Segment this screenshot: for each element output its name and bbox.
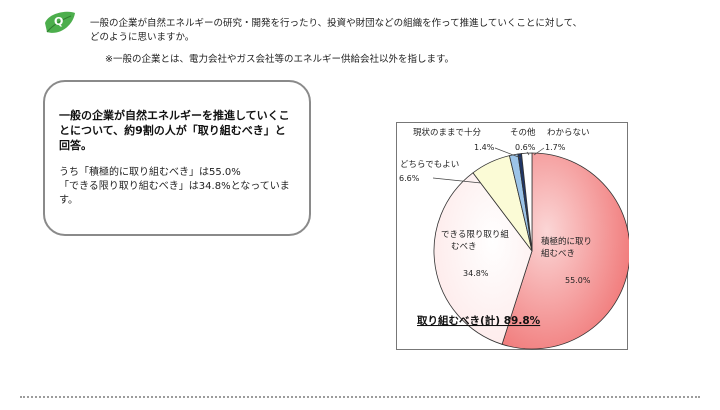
footer-dotted-rule — [20, 396, 700, 398]
label-either-is-fine: どちらでもよい — [400, 160, 459, 170]
label-proactive-line-1: 積極的に取り — [541, 236, 592, 247]
label-proactive-line-2: 組むべき — [541, 248, 575, 259]
leader-status-quo — [494, 147, 522, 159]
summary-detail-line-1: うち「積極的に取り組むべき」は55.0% — [59, 167, 241, 178]
value-label-proactive: 55.0% — [565, 276, 591, 285]
label-other: その他 — [510, 127, 536, 138]
question-line-2: どのように思いますか。 — [90, 32, 195, 43]
question-badge: Q — [43, 10, 77, 36]
slice-proactive — [501, 152, 629, 350]
leader-dont-know — [533, 147, 545, 156]
summary-detail-line-2: 「できる限り取り組むべき」は34.8%となっています。 — [59, 181, 290, 206]
question-badge-letter: Q — [54, 15, 64, 28]
value-label-dont-know: 1.7% — [545, 143, 566, 152]
leader-either-is-fine — [432, 177, 482, 184]
slice-dont-know — [521, 152, 533, 252]
value-label-either-is-fine: 6.6% — [399, 174, 420, 183]
annotation-total: 取り組むべき(計) 89.8% — [417, 314, 541, 327]
pie-chart: 積極的に取り組むべき 55.0% できる限り取り組むべき 34.8% どちらでもよい 6.… — [399, 127, 629, 350]
summary-box: 一般の企業が自然エネルギーを推進していくことについて、約9割の人が「取り組むべき… — [43, 80, 311, 236]
value-label-as-much-as-possible: 34.8% — [463, 269, 489, 278]
leaf-icon — [45, 11, 75, 33]
slice-as-much-as-possible — [433, 172, 533, 345]
label-dont-know: わからない — [547, 128, 590, 138]
leader-other — [526, 151, 530, 156]
pie-chart-frame: 積極的に取り 組むべき 55.0% できる限り取り組むべき 34.8% どちらでもよい 6.… — [396, 122, 629, 350]
label-as-much-as-possible-line-1: できる限り取り組 — [441, 229, 509, 240]
value-label-other: 0.6% — [515, 143, 536, 152]
label-status-quo: 現状のままで十分 — [413, 127, 482, 138]
question-note: ※一般の企業とは、電力会社やガス会社等のエネルギー供給会社以外を指します。 — [105, 54, 455, 65]
value-label-status-quo: 1.4% — [474, 143, 495, 152]
question-text: 一般の企業が自然エネルギーの研究・開発を行ったり、投資や財団などの組織を作って推… — [90, 17, 582, 45]
summary-headline: 一般の企業が自然エネルギーを推進していくことについて、約9割の人が「取り組むべき… — [59, 109, 290, 152]
summary-detail: うち「積極的に取り組むべき」は55.0% 「できる限り取り組むべき」は34.8%… — [59, 166, 295, 208]
label-as-much-as-possible-line-2: むべき — [451, 242, 477, 252]
question-line-1: 一般の企業が自然エネルギーの研究・開発を行ったり、投資や財団などの組織を作って推… — [90, 18, 583, 29]
